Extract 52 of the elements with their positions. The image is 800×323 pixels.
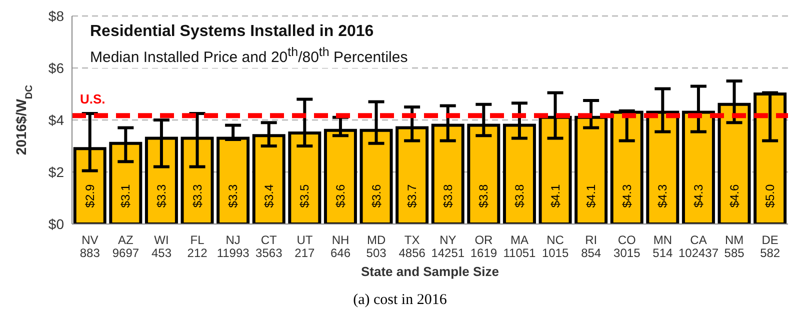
x-tick-label: DE 582 [760, 233, 780, 260]
data-label: $4.1 [548, 184, 562, 208]
data-label: $3.3 [154, 184, 168, 208]
data-label: $4.3 [691, 184, 706, 208]
x-tick-label: NM 585 [724, 233, 745, 260]
x-tick-label: NC 1015 [542, 233, 569, 260]
y-tick-label: $4 [48, 112, 64, 128]
y-tick-label: $8 [48, 8, 64, 24]
x-tick-label: AZ 9697 [112, 233, 140, 260]
x-tick-label: FL 212 [187, 233, 208, 260]
data-label: $3.7 [405, 184, 420, 208]
x-tick-label: UT 217 [294, 233, 316, 260]
y-tick-label: $2 [48, 164, 64, 180]
x-tick-label: CA 102437 [678, 233, 719, 260]
x-tick-label: NJ 11993 [216, 233, 250, 260]
x-tick-label: NH 646 [330, 233, 351, 260]
chart-title: Residential Systems Installed in 2016 [90, 22, 375, 42]
x-tick-label: OR 1619 [470, 233, 498, 260]
data-label: $3.5 [298, 184, 312, 208]
data-label: $3.3 [226, 184, 240, 208]
bar [754, 92, 787, 224]
data-label: $3.8 [476, 184, 491, 208]
data-label: $4.3 [620, 184, 634, 208]
text: Median Installed Price and 20$^{th}$/80$^{th}$ Percentiles [90, 44, 408, 68]
data-label: $3.6 [369, 184, 384, 208]
data-label: $3.8 [512, 184, 526, 208]
x-tick-label: MA 11051 [503, 233, 536, 260]
x-tick-label: CO 3015 [614, 233, 641, 260]
ref-line-label: U.S. [80, 92, 106, 107]
text: (a) cost in 2016 [352, 292, 448, 309]
data-label: $4.1 [584, 184, 598, 208]
x-tick-label: NY 14251 [431, 233, 465, 260]
data-label: $3.4 [262, 184, 276, 208]
data-label: $3.6 [333, 184, 348, 208]
data-label: $2.9 [82, 184, 97, 208]
x-tick-label: NV 883 [80, 233, 100, 260]
data-label: $4.6 [727, 184, 742, 208]
x-tick-label: TX 4856 [398, 233, 426, 260]
bar [610, 110, 644, 224]
x-tick-label: CT 3563 [256, 233, 283, 260]
data-label: $3.1 [118, 184, 133, 208]
x-tick-label: RI 854 [581, 233, 602, 260]
x-tick-label: MD 503 [366, 233, 387, 260]
data-label: $3.8 [440, 184, 455, 208]
x-tick-label: MN 514 [652, 233, 674, 260]
y-tick-label: $6 [48, 60, 64, 76]
y-tick-label: $0 [48, 216, 64, 232]
data-label: $4.3 [656, 184, 670, 208]
x-axis-title: State and Sample Size [361, 264, 499, 279]
data-label: $3.3 [190, 184, 204, 208]
data-label: $5.0 [763, 184, 778, 208]
x-tick-label: WI 453 [151, 233, 172, 260]
